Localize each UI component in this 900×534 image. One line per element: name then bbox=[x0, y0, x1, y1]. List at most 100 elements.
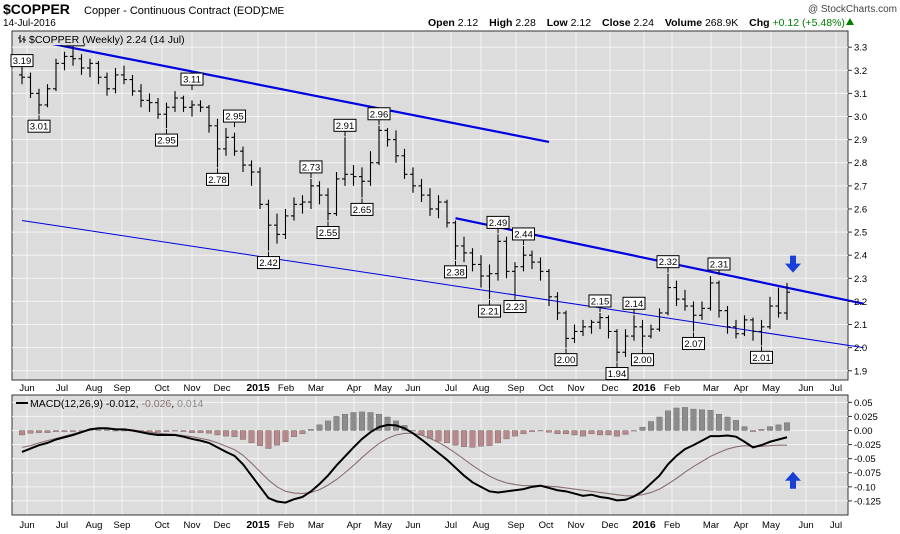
callout-box bbox=[656, 255, 680, 269]
histogram-bar bbox=[682, 407, 688, 431]
histogram-bar bbox=[36, 430, 42, 433]
x-axis-label: Mar bbox=[703, 383, 719, 394]
x-axis-label: Sep bbox=[114, 383, 131, 394]
histogram-bar bbox=[571, 430, 578, 436]
histogram-bar bbox=[240, 430, 246, 440]
callout-box bbox=[554, 353, 578, 367]
histogram-bar bbox=[53, 430, 59, 432]
histogram-bar bbox=[410, 430, 416, 432]
callout-label: 2.38 bbox=[446, 267, 465, 278]
volume-label: Volume bbox=[665, 17, 702, 29]
ohlc-bar bbox=[503, 236, 510, 279]
histogram-bar bbox=[248, 430, 255, 444]
x-axis-label: Mar bbox=[308, 383, 324, 394]
x-axis-label: 2016 bbox=[632, 382, 656, 394]
callout-label: 2.95 bbox=[157, 136, 176, 147]
ohlc-bar bbox=[554, 292, 561, 320]
price-callout: 2.55 bbox=[316, 221, 340, 240]
price-callout: 2.00 bbox=[631, 348, 654, 367]
ohlc-bar bbox=[61, 51, 68, 71]
macd-legend-name: MACD(12,26,9) bbox=[30, 398, 103, 410]
callout-box bbox=[707, 257, 731, 271]
histogram-bar bbox=[206, 430, 212, 434]
ohlc-bar bbox=[648, 324, 654, 339]
ohlc-bar bbox=[231, 132, 238, 156]
x-axis-label: Oct bbox=[539, 383, 554, 394]
price-callout: 2.49 bbox=[486, 215, 510, 234]
ohlc-bar bbox=[78, 54, 85, 75]
ohlc-bar bbox=[95, 61, 102, 85]
ohlc-bar bbox=[461, 236, 467, 263]
ohlc-bar bbox=[206, 104, 212, 133]
histogram-bar bbox=[631, 430, 637, 432]
price-axis-label: 3.3 bbox=[854, 43, 867, 54]
high-value: 2.28 bbox=[515, 17, 536, 29]
price-callout: 2.14 bbox=[622, 296, 646, 315]
callout-label: 2.78 bbox=[208, 175, 227, 186]
ohlc-bar bbox=[393, 130, 399, 163]
ohlc-bar bbox=[359, 167, 365, 198]
x-axis-label: Feb bbox=[664, 383, 680, 394]
histogram-bar bbox=[435, 430, 442, 442]
callout-box bbox=[605, 367, 629, 381]
x-axis-label: Nov bbox=[568, 520, 585, 531]
histogram-bar bbox=[716, 414, 722, 431]
low-label: Low bbox=[547, 17, 569, 29]
price-callout: 3.01 bbox=[27, 115, 51, 133]
ohlc-bar bbox=[639, 319, 646, 348]
ohlc-bar bbox=[308, 178, 314, 209]
open-value: 2.12 bbox=[458, 17, 479, 29]
ohlc-bar bbox=[724, 306, 731, 334]
histogram-bar bbox=[308, 429, 314, 431]
price-callout: 2.07 bbox=[682, 332, 705, 350]
ohlc-bar bbox=[189, 100, 195, 117]
stockcharts-watermark: @ StockCharts.com bbox=[808, 4, 897, 15]
callout-box bbox=[155, 133, 178, 147]
ohlc-bar bbox=[146, 93, 153, 112]
ohlc-bar bbox=[758, 319, 765, 346]
macd-y-axis: 0.05 0.025 0.00 -0.025 -0.05 -0.075 -0.10 -0.12… bbox=[848, 398, 881, 507]
x-axis-label: 2015 bbox=[246, 382, 270, 394]
ohlc-bar bbox=[775, 287, 782, 318]
x-axis-label: Mar bbox=[308, 520, 324, 531]
callout-box bbox=[350, 202, 374, 216]
ohlc-bar bbox=[716, 280, 722, 318]
x-axis-label: Jul bbox=[445, 383, 457, 394]
x-axis-label: Feb bbox=[278, 520, 294, 531]
price-y-axis: 1.9 2.0 2.1 2.2 2.3 2.4 2.5 2.6 2.7 2.8 2.9 3.0 3.1 3… bbox=[848, 43, 867, 377]
callout-box bbox=[206, 172, 229, 186]
callout-box bbox=[299, 160, 323, 174]
price-callout: 2.73 bbox=[299, 160, 323, 178]
price-callout: 2.96 bbox=[367, 107, 391, 125]
x-axis-label: 2015 bbox=[246, 519, 270, 531]
callout-label: 3.11 bbox=[183, 75, 201, 86]
x-axis-label: Aug bbox=[473, 383, 490, 394]
histogram-bar bbox=[512, 430, 518, 437]
ohlc-bar bbox=[486, 264, 493, 300]
histogram-bar bbox=[486, 430, 493, 446]
histogram-bar bbox=[325, 420, 331, 431]
histogram-bar bbox=[155, 430, 161, 433]
signal-line bbox=[21, 428, 787, 497]
histogram-bar bbox=[223, 430, 229, 437]
price-callout: 2.44 bbox=[512, 227, 535, 245]
ohlc-bar bbox=[733, 319, 739, 339]
volume-value: 268.9K bbox=[705, 17, 738, 29]
x-axis-label: Apr bbox=[347, 520, 362, 531]
histogram-bar bbox=[172, 430, 178, 432]
ohlc-legend-icon bbox=[18, 35, 26, 43]
histogram-bar bbox=[775, 424, 782, 431]
price-legend: $COPPER (Weekly) 2.24 (14 Jul) bbox=[15, 33, 185, 46]
x-axis-label: Apr bbox=[734, 383, 749, 394]
histogram-bar bbox=[758, 429, 765, 431]
ohlc-bar bbox=[53, 58, 59, 92]
ohlc-bar bbox=[622, 329, 629, 357]
callout-box bbox=[223, 109, 246, 123]
histogram-bar bbox=[733, 420, 739, 431]
markers bbox=[785, 255, 801, 489]
macd-panel bbox=[11, 394, 849, 516]
callout-label: 3.01 bbox=[30, 122, 49, 133]
histogram-bar bbox=[291, 430, 297, 437]
price-callout: 3.19 bbox=[10, 54, 34, 72]
chg-value: +0.12 (+5.48%) bbox=[773, 17, 845, 29]
